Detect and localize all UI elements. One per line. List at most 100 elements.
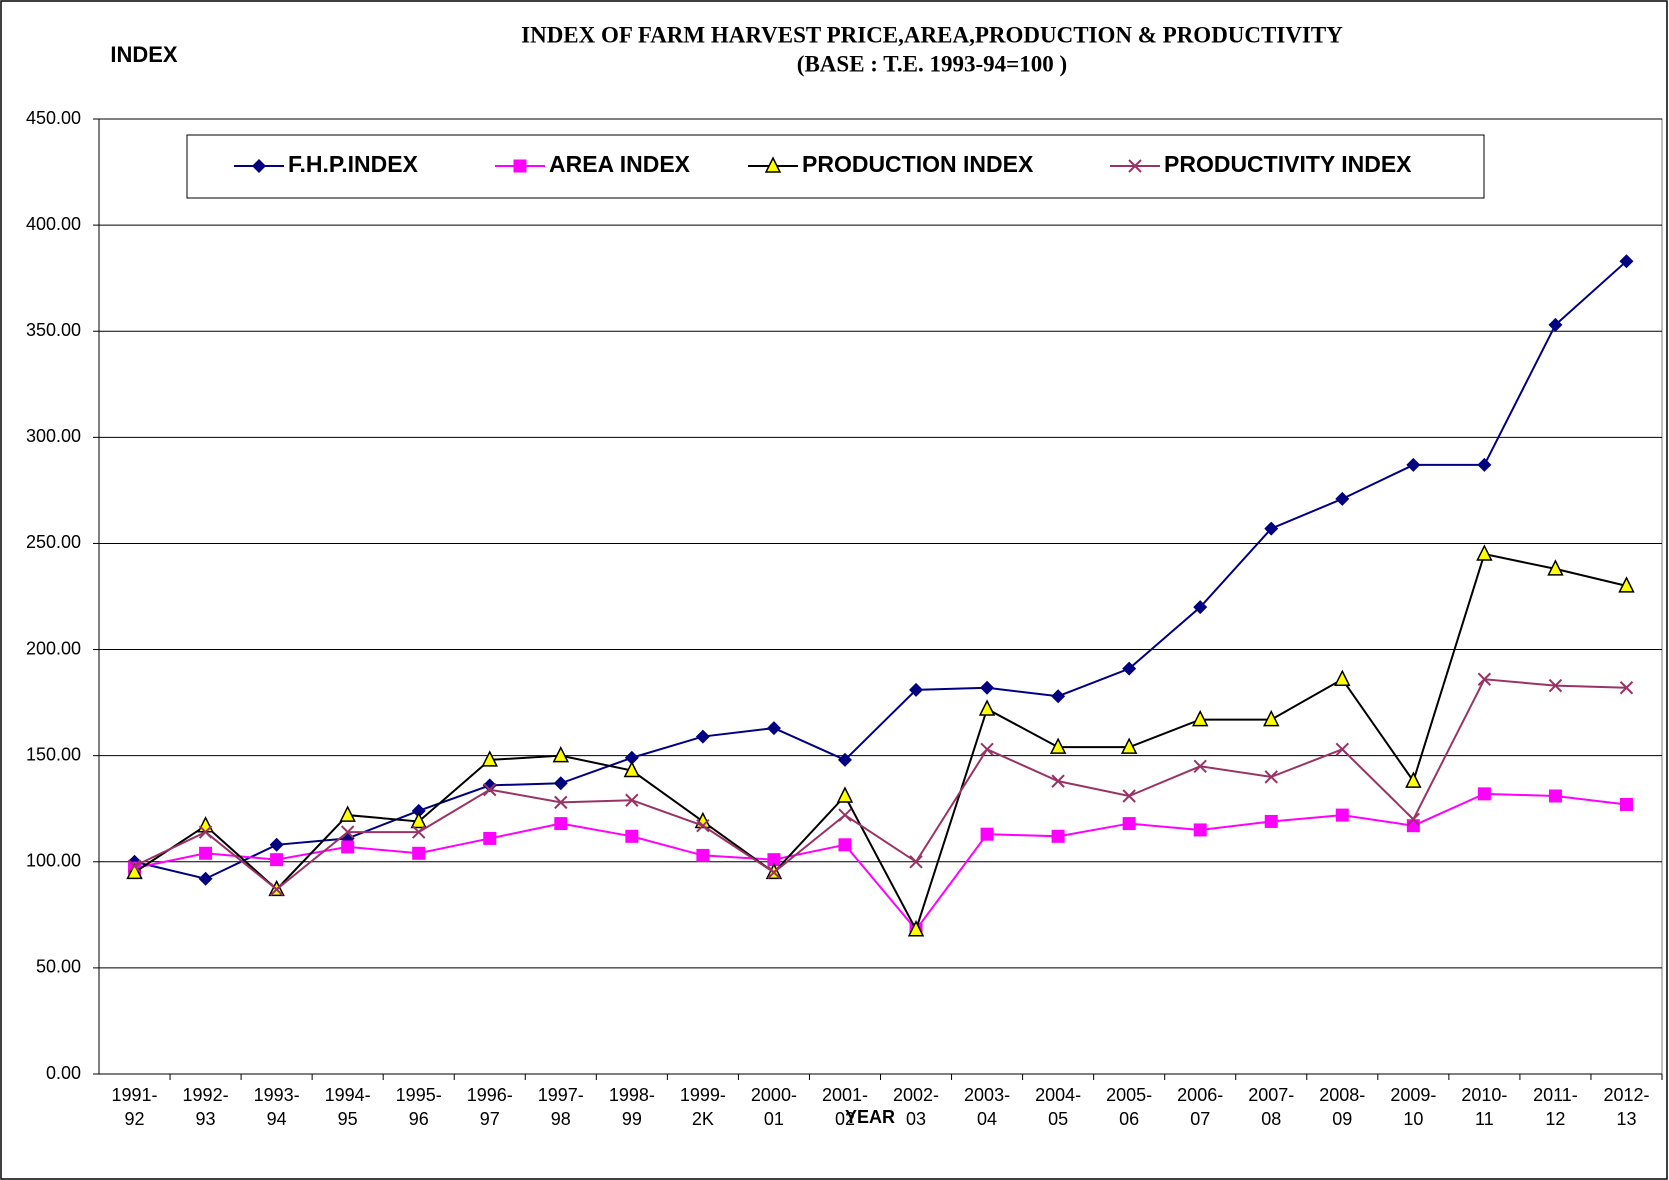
plot-area [98, 118, 1663, 1075]
chart-subtitle: (BASE : T.E. 1993-94=100 ) [797, 51, 1067, 76]
marker [1128, 159, 1142, 173]
x-tick-label-line: 03 [906, 1109, 926, 1129]
x-tick-label-line: 06 [1119, 1109, 1139, 1129]
marker [980, 827, 994, 841]
marker [340, 825, 355, 839]
x-tick-label-line: 92 [125, 1109, 145, 1129]
marker [554, 795, 568, 810]
x-tick-label: 2009- 10 [1390, 1085, 1436, 1129]
x-tick-label-line: 2005- [1106, 1085, 1152, 1105]
marker [695, 729, 710, 744]
marker [767, 853, 781, 867]
marker [553, 776, 568, 791]
x-tick-label-line: 2003- [964, 1085, 1010, 1105]
marker [625, 793, 639, 807]
marker [1335, 491, 1350, 506]
x-tick-label-line: 1998- [609, 1085, 655, 1105]
marker [341, 840, 355, 854]
marker [1406, 812, 1421, 827]
x-tick-label: 2001- 02 [822, 1085, 868, 1129]
x-tick-label-line: 13 [1616, 1109, 1636, 1129]
marker [1122, 661, 1137, 676]
marker [624, 750, 639, 765]
marker [410, 811, 427, 829]
x-tick-label-line: 2011- [1533, 1085, 1578, 1105]
marker [1263, 709, 1280, 727]
x-tick-label: 1993- 94 [254, 1085, 300, 1129]
x-tick-label: 2006- 07 [1177, 1085, 1223, 1129]
marker [1477, 457, 1492, 472]
marker [1120, 737, 1138, 754]
series [127, 254, 1634, 886]
marker [339, 805, 356, 822]
marker [269, 837, 284, 852]
x-tick-label-line: 1999- [680, 1085, 726, 1105]
marker [1405, 771, 1422, 788]
x-tick-label-line: 08 [1261, 1109, 1281, 1129]
marker [1264, 521, 1279, 536]
x-tick-label: 2011- 12 [1533, 1085, 1578, 1129]
marker [1049, 737, 1067, 754]
marker [1051, 829, 1065, 843]
marker [838, 838, 852, 852]
x-tick-label-line: 99 [622, 1109, 642, 1129]
x-tick-label: 1992- 93 [183, 1085, 229, 1129]
marker [623, 760, 641, 778]
legend-box [186, 134, 1485, 199]
marker [766, 721, 781, 736]
x-tick-label-line: 07 [1190, 1109, 1210, 1129]
marker [907, 920, 925, 937]
x-tick-label: 1995- 96 [396, 1085, 442, 1129]
marker [1193, 759, 1207, 773]
marker [269, 882, 284, 897]
marker [1548, 317, 1563, 332]
marker [1193, 823, 1207, 837]
marker [481, 750, 498, 767]
marker [1122, 789, 1136, 803]
series [127, 672, 1634, 897]
x-tick-label-line: 10 [1403, 1109, 1423, 1129]
marker [270, 853, 284, 867]
x-tick-label-line: 2008- [1319, 1085, 1365, 1105]
marker [978, 699, 996, 716]
marker [127, 859, 142, 873]
x-tick-label: 1991- 92 [111, 1085, 157, 1129]
y-tick-label: 400.00 [26, 214, 81, 234]
marker [696, 848, 710, 862]
series [126, 544, 1635, 937]
y-tick-label: 250.00 [26, 532, 81, 552]
x-tick-label: 2005- 06 [1106, 1085, 1152, 1129]
x-tick-label-line: 2009- [1390, 1085, 1436, 1105]
marker [1477, 787, 1491, 801]
x-tick-label-line: 94 [267, 1109, 287, 1129]
x-tick-label-line: 95 [338, 1109, 358, 1129]
marker [1619, 797, 1633, 811]
marker [1548, 678, 1563, 693]
series-line [134, 678, 1627, 891]
marker [483, 782, 497, 797]
marker [126, 862, 143, 880]
x-axis-label: YEAR [845, 1107, 895, 1127]
x-tick-label-line: 2004- [1035, 1085, 1081, 1105]
marker [836, 786, 854, 803]
y-tick-label: 300.00 [26, 426, 81, 446]
x-tick-label-line: 05 [1048, 1109, 1068, 1129]
marker [1051, 774, 1065, 788]
x-tick-label: 2010- 11 [1461, 1085, 1507, 1129]
marker [199, 846, 213, 860]
legend-label: AREA INDEX [549, 151, 691, 177]
x-tick-label-line: 2007- [1248, 1085, 1294, 1105]
legend-label: PRODUCTION INDEX [802, 151, 1034, 177]
x-tick-label-line: 09 [1332, 1109, 1352, 1129]
x-tick-label: 2002- 03 [893, 1085, 939, 1129]
marker [980, 680, 995, 695]
marker [1406, 819, 1420, 833]
marker [980, 742, 994, 757]
x-tick-label-line: 11 [1475, 1109, 1494, 1129]
marker [1618, 576, 1635, 593]
x-tick-label-line: 2001- [822, 1085, 868, 1105]
marker [1122, 817, 1136, 831]
marker [909, 682, 924, 697]
marker [1477, 672, 1492, 686]
marker [1193, 600, 1208, 615]
